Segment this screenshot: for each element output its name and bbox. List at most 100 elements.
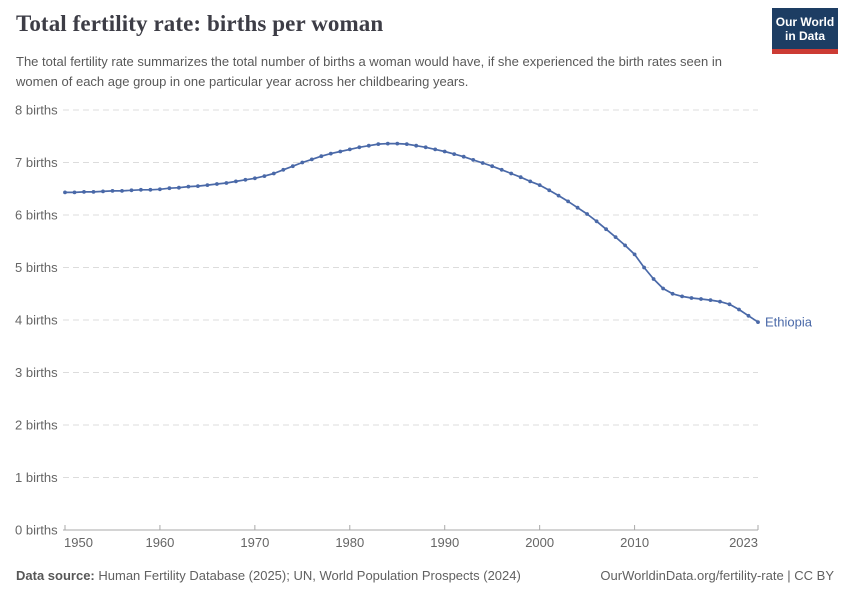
data-point[interactable]	[385, 141, 390, 146]
chart-subtitle: The total fertility rate summarizes the …	[16, 54, 722, 89]
data-point[interactable]	[167, 186, 172, 191]
data-point[interactable]	[756, 320, 760, 324]
data-point[interactable]	[680, 294, 684, 299]
y-axis-label: 6 births	[15, 208, 58, 223]
data-point[interactable]	[585, 212, 589, 216]
data-source-label: Data source:	[16, 568, 95, 583]
y-axis-label: 0 births	[15, 523, 58, 538]
series-line[interactable]	[65, 142, 759, 323]
owid-logo[interactable]: Our World in Data	[772, 8, 838, 54]
data-point[interactable]	[205, 183, 210, 188]
data-source-text: Human Fertility Database (2025); UN, Wor…	[98, 568, 521, 583]
x-tick-label: 1950	[64, 535, 93, 550]
data-point[interactable]	[433, 147, 438, 152]
data-point[interactable]	[528, 179, 533, 184]
data-point[interactable]	[642, 265, 646, 270]
data-point[interactable]	[271, 171, 276, 176]
data-point[interactable]	[509, 171, 514, 176]
data-point[interactable]	[604, 227, 608, 232]
attribution-link[interactable]: OurWorldinData.org/fertility-rate | CC B…	[600, 568, 834, 583]
data-point[interactable]	[404, 142, 409, 147]
data-point[interactable]	[699, 297, 703, 301]
data-point[interactable]	[72, 190, 77, 195]
data-point[interactable]	[196, 184, 200, 189]
data-point[interactable]	[139, 187, 143, 192]
owid-logo-line1: Our World	[775, 15, 835, 29]
data-point[interactable]	[566, 199, 570, 204]
data-point[interactable]	[338, 149, 343, 154]
y-axis-label: 8 births	[15, 103, 58, 118]
data-point[interactable]	[290, 164, 295, 169]
data-point[interactable]	[556, 193, 561, 198]
data-point[interactable]	[215, 182, 219, 186]
x-tick-label: 1990	[430, 535, 459, 550]
data-point[interactable]	[727, 302, 732, 307]
data-point[interactable]	[480, 161, 485, 165]
data-point[interactable]	[309, 157, 314, 162]
data-point[interactable]	[129, 188, 134, 193]
x-tick-label: 1980	[335, 535, 364, 550]
y-axis-label: 3 births	[15, 365, 58, 380]
data-point[interactable]	[452, 152, 457, 157]
data-point[interactable]	[632, 252, 637, 257]
data-point[interactable]	[347, 147, 352, 152]
data-point[interactable]	[490, 164, 495, 169]
y-axis-label: 5 births	[15, 260, 58, 275]
data-point[interactable]	[575, 205, 580, 210]
data-point[interactable]	[461, 154, 466, 159]
data-point[interactable]	[110, 189, 115, 193]
data-point[interactable]	[376, 142, 381, 147]
data-point[interactable]	[300, 160, 305, 165]
data-point[interactable]	[243, 177, 248, 182]
data-point[interactable]	[623, 243, 627, 248]
entity-label[interactable]: Ethiopia	[765, 315, 813, 330]
data-point[interactable]	[547, 188, 552, 193]
data-point[interactable]	[357, 145, 362, 150]
data-point[interactable]	[101, 189, 105, 194]
data-source-note: Data source: Human Fertility Database (2…	[16, 568, 521, 583]
data-point[interactable]	[613, 235, 618, 240]
data-point[interactable]	[518, 175, 523, 180]
data-point[interactable]	[651, 277, 656, 281]
chart-footer: Data source: Human Fertility Database (2…	[16, 568, 834, 583]
data-point[interactable]	[319, 154, 324, 159]
data-point[interactable]	[594, 219, 599, 224]
data-point[interactable]	[148, 187, 153, 192]
data-point[interactable]	[442, 149, 447, 154]
data-point[interactable]	[718, 299, 722, 304]
data-point[interactable]	[661, 286, 665, 291]
data-point[interactable]	[120, 189, 124, 193]
data-point[interactable]	[158, 187, 162, 192]
data-point[interactable]	[253, 176, 257, 181]
data-point[interactable]	[689, 296, 694, 300]
data-point[interactable]	[234, 179, 238, 184]
owid-logo-line2: in Data	[784, 29, 825, 43]
data-point[interactable]	[499, 167, 504, 172]
data-point[interactable]	[177, 185, 181, 190]
data-point[interactable]	[708, 298, 713, 302]
data-point[interactable]	[63, 190, 67, 195]
y-axis-label: 4 births	[15, 313, 58, 328]
data-point[interactable]	[262, 174, 267, 179]
data-point[interactable]	[414, 143, 419, 148]
data-point[interactable]	[746, 313, 751, 318]
data-point[interactable]	[82, 190, 86, 194]
x-tick-label: 2010	[620, 535, 649, 550]
data-point[interactable]	[91, 190, 96, 194]
data-point[interactable]	[537, 183, 542, 188]
page-title: Total fertility rate: births per woman	[16, 11, 384, 36]
x-tick-label: 2023	[729, 535, 758, 550]
data-point[interactable]	[281, 167, 286, 172]
y-axis-label: 1 births	[15, 470, 58, 485]
data-point[interactable]	[328, 151, 333, 156]
data-point[interactable]	[366, 143, 371, 148]
data-point[interactable]	[186, 184, 191, 189]
data-point[interactable]	[395, 141, 400, 146]
data-point[interactable]	[670, 291, 675, 296]
data-point[interactable]	[471, 158, 476, 162]
data-point[interactable]	[737, 307, 741, 312]
data-point[interactable]	[423, 145, 428, 150]
data-point[interactable]	[224, 181, 229, 185]
